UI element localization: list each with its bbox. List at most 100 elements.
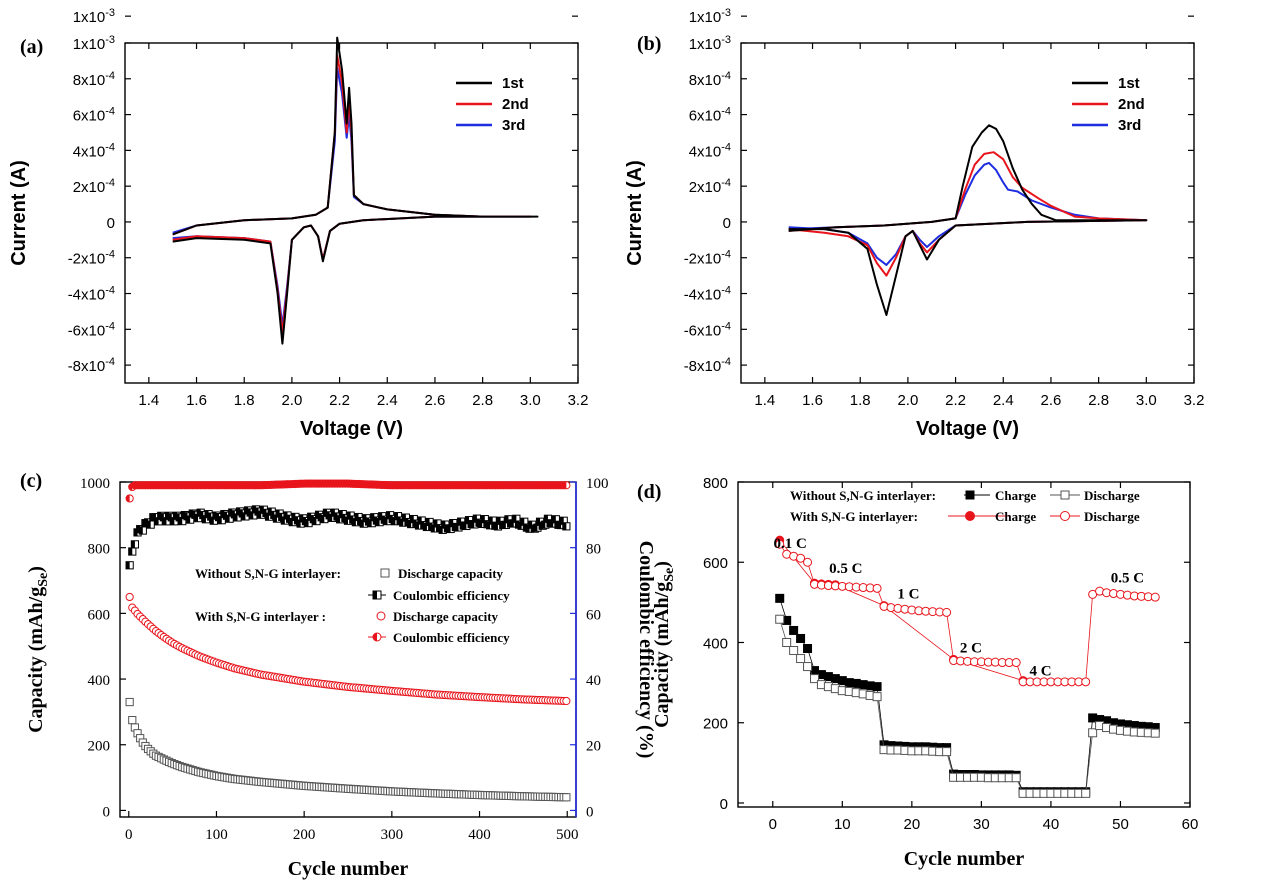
data-point-fill bbox=[173, 512, 177, 520]
data-point-fill bbox=[147, 521, 151, 529]
data-point-fill bbox=[154, 517, 159, 525]
data-point-fill bbox=[278, 513, 283, 521]
data-point-fill bbox=[373, 516, 377, 525]
data-point-fill bbox=[541, 521, 546, 529]
data-point-fill bbox=[465, 516, 470, 524]
data-point-fill bbox=[491, 522, 496, 530]
chart-panel-a: 1.4 1.6 1.8 2.0 2.2 2.4 2.6 2.8 3.0 3.2 1x10-3 1x10… bbox=[8, 7, 588, 440]
data-point-fill bbox=[407, 520, 412, 528]
data-point-fill bbox=[528, 521, 533, 529]
data-point-fill bbox=[262, 509, 267, 517]
data-point bbox=[789, 646, 799, 656]
legend-group-with: With S,N-G interlayer: bbox=[790, 509, 918, 524]
data-point-fill bbox=[183, 512, 188, 520]
y-tick-label: 800 bbox=[88, 542, 111, 558]
data-point-fill bbox=[452, 523, 456, 531]
data-point-fill bbox=[404, 518, 409, 526]
y2-axis-label: Coulombic efficiency (%) bbox=[635, 541, 657, 759]
x-tick-label: 20 bbox=[904, 816, 921, 833]
y-tick-label: 600 bbox=[88, 607, 111, 623]
data-point-fill bbox=[331, 509, 335, 517]
panel-label-c: (c) bbox=[20, 470, 42, 492]
legend-label-without-discharge: Discharge capacity bbox=[398, 566, 504, 581]
data-point-fill bbox=[512, 515, 517, 523]
data-point bbox=[782, 637, 792, 647]
y-tick-label: 1000 bbox=[80, 476, 110, 492]
data-point bbox=[803, 662, 813, 672]
data-point bbox=[789, 625, 799, 635]
x-tick-label: 1.4 bbox=[138, 392, 159, 409]
rate-label: 0.5 C bbox=[1111, 570, 1144, 586]
data-point-fill bbox=[531, 525, 535, 533]
data-point-fill bbox=[265, 513, 270, 521]
data-point bbox=[125, 592, 134, 602]
x-tick-label: 3.2 bbox=[1184, 392, 1205, 409]
data-point-fill bbox=[241, 512, 246, 521]
x-tick-label: 1.6 bbox=[802, 392, 823, 409]
data-point-fill bbox=[310, 515, 314, 523]
data-point-fill bbox=[323, 509, 327, 517]
data-point bbox=[809, 674, 819, 684]
data-point-fill bbox=[483, 520, 488, 528]
data-point-fill bbox=[381, 516, 385, 524]
data-point bbox=[942, 747, 952, 757]
data-point-fill bbox=[228, 508, 233, 517]
plot-frame bbox=[737, 481, 1191, 808]
data-point-fill bbox=[354, 513, 359, 521]
data-point-fill bbox=[518, 522, 522, 530]
data-point-fill bbox=[428, 523, 433, 531]
y-tick-label: 600 bbox=[703, 555, 728, 572]
data-point bbox=[562, 696, 571, 706]
x-tick-label: 2.8 bbox=[472, 392, 493, 409]
x-axis-label: Voltage (V) bbox=[916, 418, 1019, 440]
data-point-fill bbox=[510, 519, 514, 527]
data-point-fill bbox=[481, 515, 485, 523]
x-axis-label: Cycle number bbox=[904, 848, 1025, 870]
data-point-fill bbox=[320, 515, 325, 523]
data-point bbox=[775, 593, 785, 603]
data-point-fill bbox=[386, 511, 391, 519]
data-point-fill bbox=[181, 511, 185, 519]
data-point-fill bbox=[257, 511, 262, 519]
data-point-fill bbox=[394, 512, 398, 520]
x-tick-label: 1.8 bbox=[850, 392, 871, 409]
legend-label-3rd: 3rd bbox=[502, 117, 525, 134]
data-point bbox=[1150, 728, 1160, 738]
data-point-fill bbox=[399, 519, 404, 527]
x-tick-label: 1.4 bbox=[754, 392, 775, 409]
y-tick-label: -4x10-4 bbox=[684, 285, 731, 304]
x-tick-label: 200 bbox=[293, 827, 316, 843]
data-point-fill bbox=[447, 525, 451, 533]
data-point-fill bbox=[523, 523, 527, 532]
data-point-fill bbox=[462, 522, 467, 530]
data-point-fill bbox=[312, 517, 317, 525]
y-tick-label: -6x10-4 bbox=[68, 320, 115, 339]
y-tick-label: 6x10-4 bbox=[689, 106, 731, 125]
data-point-fill bbox=[204, 510, 209, 518]
x-tick-label: 2.6 bbox=[425, 392, 446, 409]
y2-tick-label: 100 bbox=[586, 476, 609, 492]
data-point-fill bbox=[252, 505, 256, 513]
data-point-fill bbox=[360, 520, 364, 528]
data-point bbox=[796, 553, 806, 563]
data-point-fill bbox=[504, 515, 509, 523]
data-point-fill bbox=[236, 507, 241, 516]
x-tick-label: 300 bbox=[381, 827, 404, 843]
legend-group-with: With S,N-G interlayer : bbox=[195, 609, 326, 624]
data-point bbox=[562, 793, 571, 802]
data-point-fill bbox=[444, 524, 448, 532]
data-point-fill bbox=[294, 516, 299, 524]
data-point-fill bbox=[544, 515, 548, 523]
data-point-fill bbox=[370, 513, 375, 521]
chart-panel-b: 1.4 1.6 1.8 2.0 2.2 2.4 2.6 2.8 3.0 3.2 1x10-3 1x10… bbox=[624, 7, 1204, 440]
data-point-fill bbox=[136, 525, 141, 533]
data-point-fill bbox=[244, 506, 249, 515]
y-axis-label: Capacity (mAh/gSe) bbox=[651, 561, 677, 728]
data-point-fill bbox=[304, 519, 309, 527]
data-point bbox=[942, 607, 952, 617]
y-tick-label: 8x10-4 bbox=[689, 70, 731, 89]
y-tick-label: -2x10-4 bbox=[68, 249, 115, 268]
data-point-fill bbox=[378, 512, 383, 520]
data-point-fill bbox=[297, 519, 301, 528]
